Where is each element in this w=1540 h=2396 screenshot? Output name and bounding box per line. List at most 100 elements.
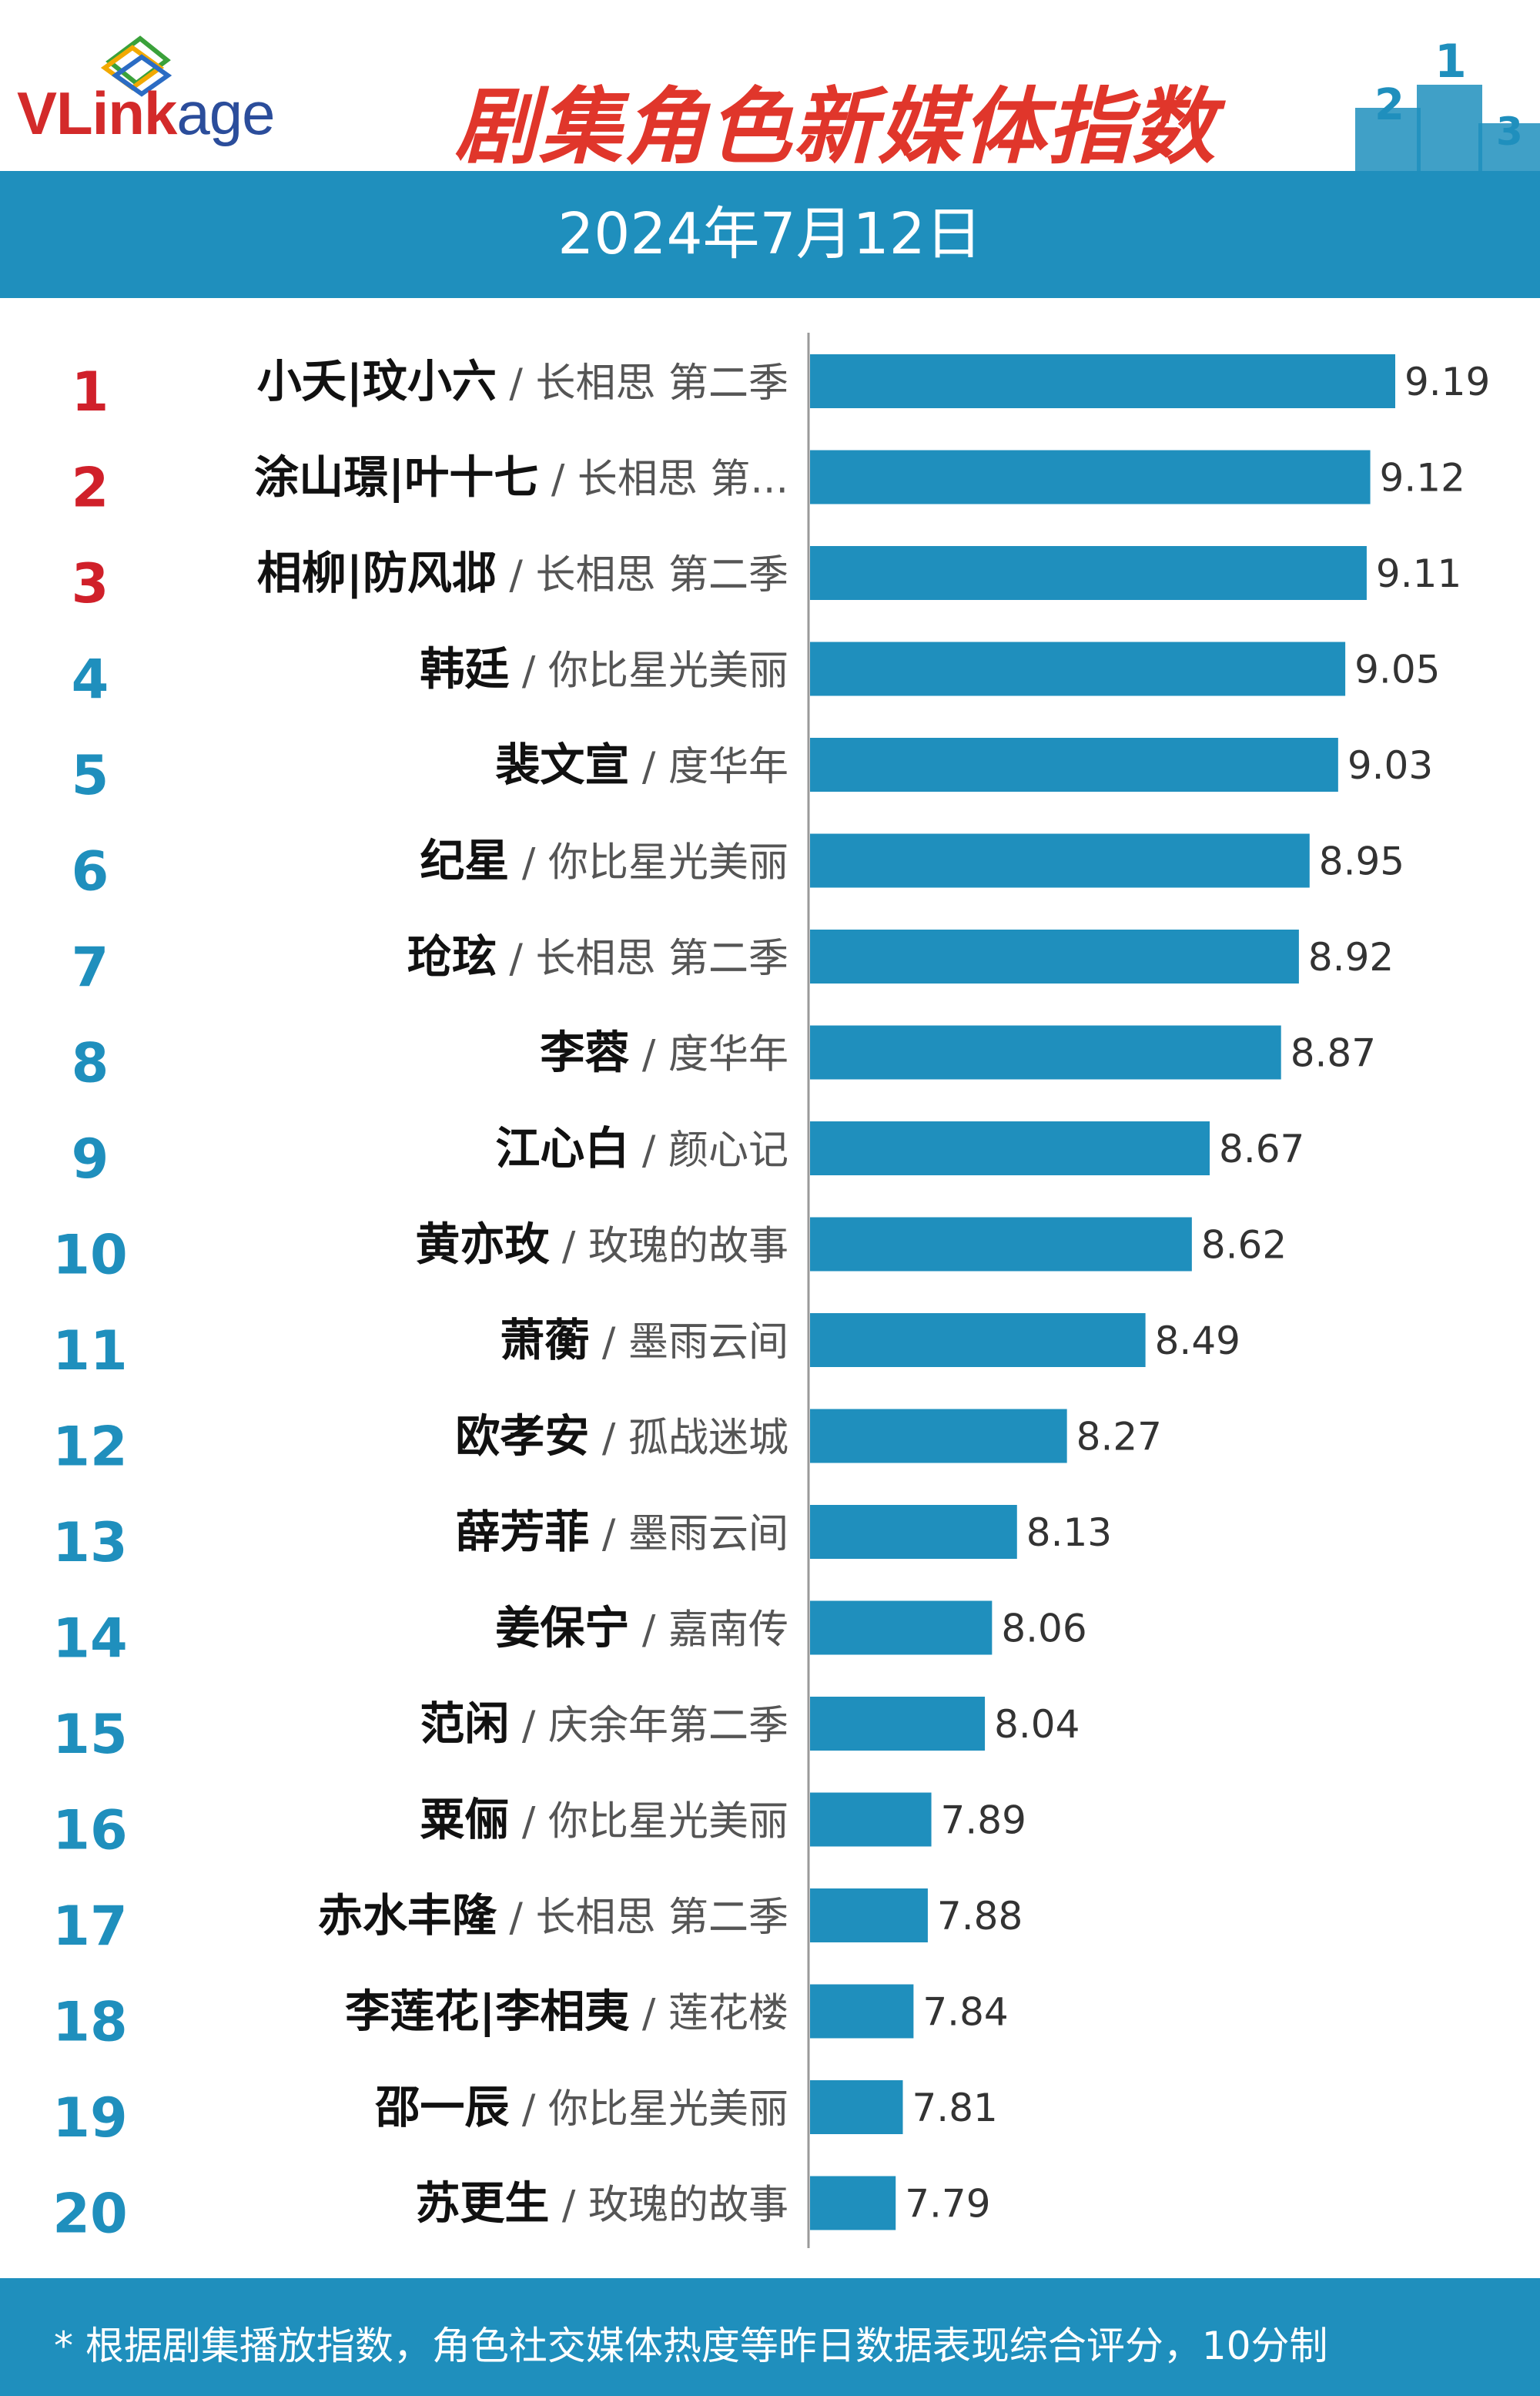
logo-v: V — [17, 79, 57, 147]
rank-12: 12 — [52, 1416, 127, 1479]
character-name: 李莲花|李相夷 — [345, 1985, 629, 2038]
character-name: 裴文宣 — [495, 739, 629, 791]
bar-6 — [810, 833, 1310, 888]
bar-9 — [810, 1121, 1210, 1175]
value-label-19: 7.81 — [912, 2086, 997, 2130]
value-label-8: 8.87 — [1291, 1031, 1376, 1076]
character-name: 小夭|玟小六 — [257, 355, 497, 407]
character-name: 相柳|防风邶 — [257, 547, 497, 599]
value-label-11: 8.49 — [1155, 1319, 1240, 1363]
value-label-12: 8.27 — [1076, 1415, 1162, 1459]
rank-20: 20 — [52, 2183, 127, 2246]
bar-13 — [810, 1505, 1017, 1559]
character-name: 薛芳菲 — [455, 1506, 589, 1558]
bar-10 — [810, 1217, 1192, 1272]
bar-5 — [810, 738, 1338, 792]
rank-1: 1 — [72, 360, 109, 424]
rank-5: 5 — [72, 744, 109, 807]
bar-17 — [810, 1888, 928, 1942]
value-label-14: 8.06 — [1001, 1607, 1086, 1651]
footer-note: * 根据剧集播放指数，角色社交媒体热度等昨日数据表现综合评分，10分制 — [54, 2324, 1328, 2368]
value-label-1: 9.19 — [1404, 360, 1490, 404]
drama-name: / 长相思 第二季 — [497, 552, 788, 598]
row-label-3: 相柳|防风邶 / 长相思 第二季 — [257, 547, 788, 599]
drama-name: / 你比星光美丽 — [509, 840, 788, 886]
rank-3: 3 — [72, 552, 109, 615]
logo-wordmark: VLinkage — [17, 79, 276, 149]
rank-13: 13 — [52, 1511, 127, 1574]
rank-7: 7 — [72, 936, 109, 999]
ranking-bar-chart: 9.19 1 小夭|玟小六 / 长相思 第二季 9.12 2 涂山璟|叶十七 / 长相思 … — [52, 333, 1490, 2248]
character-name: 欧孝安 — [455, 1410, 589, 1463]
date-band: 2024年7月12日 — [0, 171, 1540, 298]
character-name: 萧蘅 — [500, 1314, 589, 1366]
value-label-3: 9.11 — [1376, 551, 1461, 596]
bar-15 — [810, 1697, 986, 1751]
bar-4 — [810, 642, 1346, 696]
value-label-7: 8.92 — [1308, 935, 1394, 980]
rank-19: 19 — [52, 2086, 127, 2150]
value-label-17: 7.88 — [937, 1894, 1023, 1939]
character-name: 苏更生 — [415, 2177, 549, 2230]
bar-3 — [810, 546, 1367, 600]
row-label-2: 涂山璟|叶十七 / 长相思 第... — [254, 451, 788, 504]
rank-18: 18 — [52, 1991, 127, 2054]
rank-10: 10 — [52, 1224, 127, 1287]
drama-name: / 玫瑰的故事 — [549, 1224, 788, 1270]
drama-name: / 你比星光美丽 — [509, 2086, 788, 2133]
character-name: 赤水丰隆 — [318, 1889, 497, 1942]
rank-11: 11 — [52, 1319, 127, 1382]
podium-icon: 2 1 3 — [1344, 23, 1540, 171]
logo-age: age — [176, 79, 275, 147]
bar-8 — [810, 1025, 1281, 1080]
character-name: 范闲 — [420, 1697, 509, 1750]
character-name: 江心白 — [495, 1122, 629, 1175]
date-label: 2024年7月12日 — [557, 201, 983, 267]
row-label-20: 苏更生 / 玫瑰的故事 — [415, 2177, 788, 2230]
value-label-18: 7.84 — [922, 1990, 1008, 2035]
bar-19 — [810, 2080, 903, 2134]
row-label-8: 李蓉 / 度华年 — [540, 1027, 788, 1079]
rank-16: 16 — [52, 1799, 127, 1862]
podium-label-1: 1 — [1435, 35, 1467, 89]
value-label-10: 8.62 — [1201, 1223, 1287, 1268]
bar-18 — [810, 1984, 914, 2039]
drama-name: / 你比星光美丽 — [509, 648, 788, 695]
drama-name: / 庆余年第二季 — [509, 1703, 788, 1749]
value-label-16: 7.89 — [941, 1798, 1026, 1843]
character-name: 韩廷 — [420, 643, 509, 695]
rank-4: 4 — [72, 648, 109, 712]
drama-name: / 莲花楼 — [629, 1991, 788, 2037]
row-label-16: 粟俪 / 你比星光美丽 — [420, 1794, 788, 1846]
bar-20 — [810, 2176, 896, 2230]
drama-name: / 你比星光美丽 — [509, 1799, 788, 1845]
drama-name: / 嘉南传 — [629, 1607, 788, 1654]
page-title: 剧集角色新媒体指数 — [454, 79, 1217, 176]
podium-label-2: 2 — [1374, 80, 1404, 130]
row-label-6: 纪星 / 你比星光美丽 — [420, 835, 788, 887]
bar-16 — [810, 1792, 932, 1847]
row-label-18: 李莲花|李相夷 / 莲花楼 — [345, 1985, 788, 2038]
rank-8: 8 — [72, 1032, 109, 1095]
drama-name: / 墨雨云间 — [589, 1319, 788, 1366]
drama-name: / 墨雨云间 — [589, 1511, 788, 1557]
value-label-20: 7.79 — [905, 2182, 990, 2227]
row-label-11: 萧蘅 / 墨雨云间 — [500, 1314, 788, 1366]
rank-9: 9 — [72, 1128, 109, 1191]
vlinkage-logo: VLinkage — [17, 31, 340, 154]
row-label-12: 欧孝安 / 孤战迷城 — [455, 1410, 788, 1463]
row-label-15: 范闲 / 庆余年第二季 — [420, 1697, 788, 1750]
character-name: 涂山璟|叶十七 — [254, 451, 538, 504]
rank-15: 15 — [52, 1703, 127, 1766]
logo-link: Link — [56, 79, 177, 147]
footer: * 根据剧集播放指数，角色社交媒体热度等昨日数据表现综合评分，10分制 — [0, 2278, 1540, 2396]
character-name: 玱玹 — [407, 930, 497, 983]
rank-2: 2 — [72, 457, 109, 520]
value-label-15: 8.04 — [994, 1702, 1080, 1747]
drama-name: / 孤战迷城 — [589, 1416, 788, 1462]
value-label-13: 8.13 — [1026, 1510, 1112, 1555]
row-label-13: 薛芳菲 / 墨雨云间 — [455, 1506, 788, 1558]
drama-name: / 长相思 第二季 — [497, 360, 788, 407]
value-label-5: 9.03 — [1348, 743, 1433, 788]
character-name: 粟俪 — [420, 1794, 509, 1846]
